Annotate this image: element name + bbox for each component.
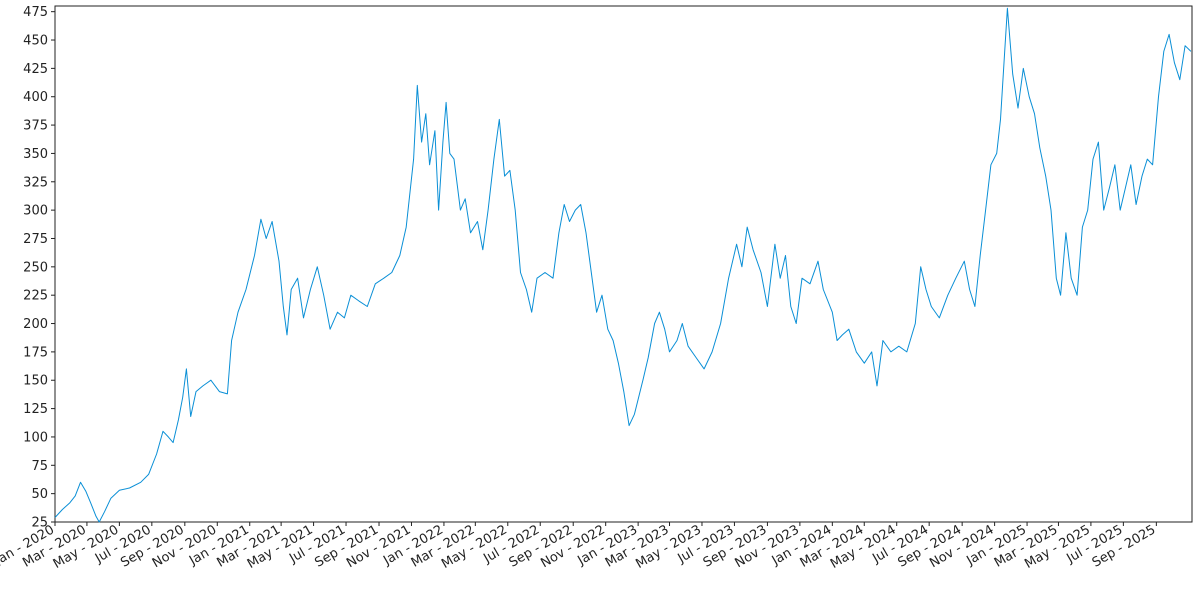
y-tick-label: 225 [23, 289, 48, 304]
y-tick-label: 175 [23, 345, 48, 360]
y-tick-label: 325 [23, 175, 48, 190]
y-tick-label: 25 [31, 516, 48, 531]
plot-frame [54, 5, 1193, 523]
y-tick-label: 50 [31, 487, 48, 502]
y-tick-label: 450 [23, 34, 48, 49]
y-tick-label: 250 [23, 260, 48, 275]
y-tick-label: 425 [23, 62, 48, 77]
y-tick-label: 125 [23, 402, 48, 417]
plot-area [54, 5, 1193, 523]
y-tick-label: 200 [23, 317, 48, 332]
series-layer [54, 7, 1192, 523]
y-tick-label: 475 [23, 5, 48, 20]
y-tick-label: 75 [31, 459, 48, 474]
y-tick-label: 150 [23, 374, 48, 389]
y-tick-label: 400 [23, 90, 48, 105]
y-tick-label: 350 [23, 147, 48, 162]
y-axis: 25 50 75 100 125 150 175 200 225 250 275 300 325 350 3… [23, 5, 55, 531]
y-tick-label: 100 [23, 430, 48, 445]
y-tick-label: 300 [23, 204, 48, 219]
y-tick-label: 275 [23, 232, 48, 247]
series-line-0 [54, 7, 1192, 523]
y-tick-label: 375 [23, 119, 48, 134]
